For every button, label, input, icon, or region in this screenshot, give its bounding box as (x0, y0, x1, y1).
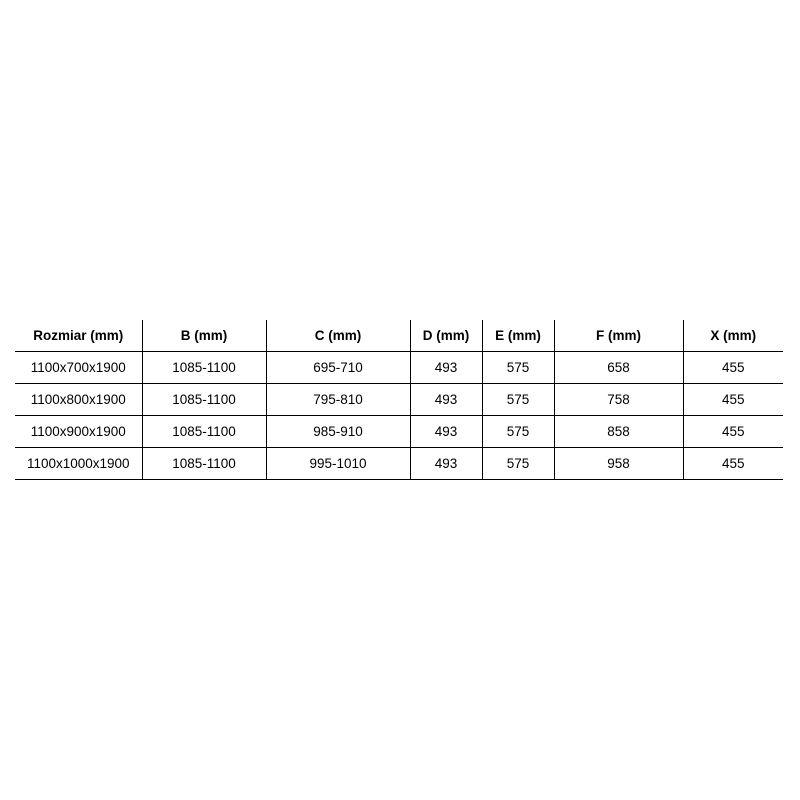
header-x: X (mm) (682, 320, 783, 352)
cell-b: 1085-1100 (141, 383, 266, 416)
cell-c: 995-1010 (265, 447, 410, 480)
header-e: E (mm) (481, 320, 554, 352)
cell-e: 575 (481, 415, 554, 448)
table-row: 1100x800x1900 1085-1100 795-810 493 575 758 45… (15, 383, 783, 416)
table-row: 1100x900x1900 1085-1100 985-910 493 575 858 45… (15, 415, 783, 448)
cell-e: 575 (481, 383, 554, 416)
cell-c: 985-910 (265, 415, 410, 448)
cell-d: 493 (409, 447, 482, 480)
cell-f: 858 (553, 415, 683, 448)
header-b: B (mm) (141, 320, 266, 352)
cell-rozmiar: 1100x900x1900 (15, 415, 142, 448)
cell-e: 575 (481, 351, 554, 384)
cell-f: 758 (553, 383, 683, 416)
header-rozmiar: Rozmiar (mm) (15, 320, 142, 352)
cell-rozmiar: 1100x700x1900 (15, 351, 142, 384)
cell-b: 1085-1100 (141, 415, 266, 448)
cell-c: 795-810 (265, 383, 410, 416)
cell-x: 455 (682, 447, 783, 480)
cell-x: 455 (682, 383, 783, 416)
header-c: C (mm) (265, 320, 410, 352)
cell-d: 493 (409, 383, 482, 416)
dimensions-table: Rozmiar (mm) B (mm) C (mm) D (mm) E (mm)… (15, 320, 783, 480)
header-f: F (mm) (553, 320, 683, 352)
cell-c: 695-710 (265, 351, 410, 384)
cell-rozmiar: 1100x800x1900 (15, 383, 142, 416)
cell-rozmiar: 1100x1000x1900 (15, 447, 142, 480)
table-row: 1100x700x1900 1085-1100 695-710 493 575 658 45… (15, 351, 783, 384)
cell-d: 493 (409, 415, 482, 448)
cell-f: 658 (553, 351, 683, 384)
cell-b: 1085-1100 (141, 447, 266, 480)
cell-x: 455 (682, 351, 783, 384)
cell-x: 455 (682, 415, 783, 448)
header-row: Rozmiar (mm) B (mm) C (mm) D (mm) E (mm)… (15, 320, 783, 352)
cell-d: 493 (409, 351, 482, 384)
cell-e: 575 (481, 447, 554, 480)
table-row: 1100x1000x1900 1085-1100 995-1010 493 575 958… (15, 447, 783, 480)
cell-b: 1085-1100 (141, 351, 266, 384)
header-d: D (mm) (409, 320, 482, 352)
cell-f: 958 (553, 447, 683, 480)
